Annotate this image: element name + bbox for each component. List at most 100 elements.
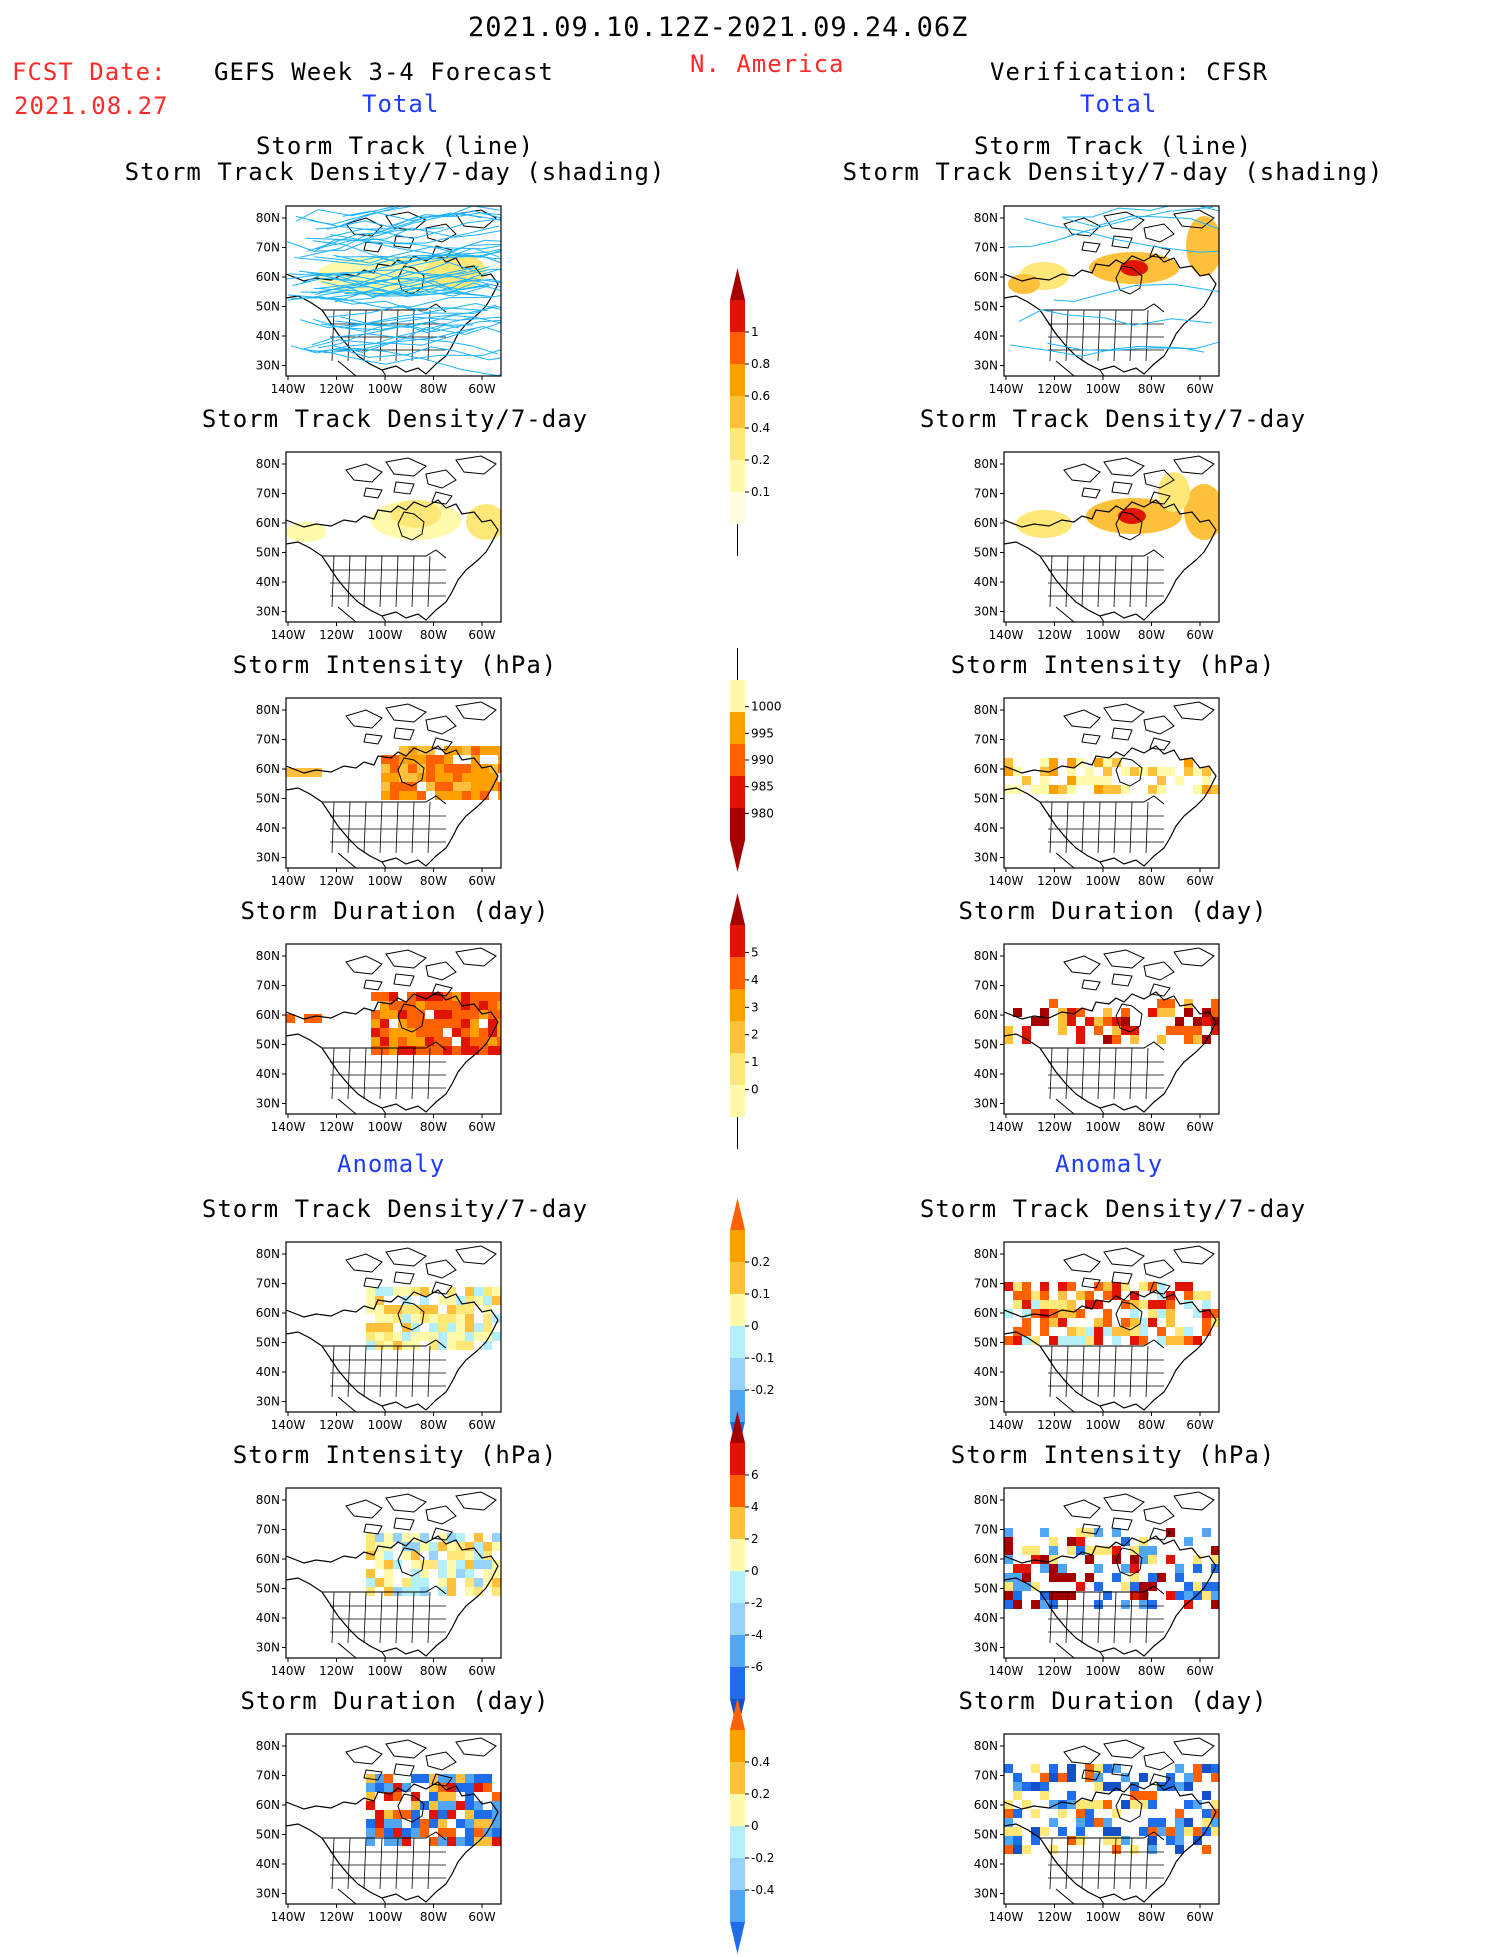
grid-cell: [434, 1046, 443, 1055]
grid-cell: [1184, 1291, 1193, 1300]
grid-cell: [1031, 785, 1040, 794]
grid-cell: [483, 1810, 492, 1819]
island-outline: [425, 1505, 457, 1525]
colorbar-label: 0.1: [751, 1287, 770, 1301]
lon-tick-label: 60W: [1186, 1910, 1213, 1924]
lat-tick-label: 50N: [256, 792, 280, 806]
grid-cell: [461, 1037, 470, 1046]
shading-area: [1120, 260, 1148, 276]
grid-cell: [1022, 776, 1031, 785]
grid-cell: [1175, 1564, 1184, 1573]
grid-cell: [1103, 758, 1112, 767]
grid-cell: [1085, 1300, 1094, 1309]
colorbar-segment: [730, 1475, 745, 1507]
grid-cell: [1013, 1836, 1022, 1845]
grid-cell: [399, 782, 408, 791]
grid-cell: [375, 1332, 384, 1341]
grid-cell: [429, 1305, 438, 1314]
grid-cell: [1103, 1827, 1112, 1836]
lon-tick-label: 100W: [1086, 1664, 1121, 1678]
grid-cell: [1148, 1318, 1157, 1327]
grid-cell: [1049, 767, 1058, 776]
coastline: [1004, 253, 1217, 375]
grid-cell: [1085, 776, 1094, 785]
grid-cell: [371, 992, 380, 1001]
island-outline: [1173, 1737, 1215, 1757]
grid-cell: [453, 764, 462, 773]
grid-cell: [1130, 1035, 1139, 1044]
grid-cell: [402, 1837, 411, 1846]
grid-cell: [443, 1037, 452, 1046]
grid-cell: [465, 1305, 474, 1314]
grid-cell: [1148, 1600, 1157, 1609]
grid-cell: [1040, 1017, 1049, 1026]
border: [1040, 1585, 1165, 1595]
lon-tick-label: 120W: [1037, 382, 1072, 396]
lat-tick-label: 80N: [256, 949, 280, 963]
fcst-date-value: 2021.08.27: [14, 92, 169, 120]
grid-cell: [399, 791, 408, 800]
storm-track-line: [343, 316, 501, 329]
grid-cell: [1040, 1300, 1049, 1309]
grid-cell: [465, 1837, 474, 1846]
grid-cell: [1103, 1818, 1112, 1827]
grid-cell: [408, 782, 417, 791]
hudson-bay: [1115, 1003, 1143, 1033]
grid-cell: [474, 1542, 483, 1551]
grid-cell: [434, 1037, 443, 1046]
island-outline: [431, 491, 453, 505]
grid-cell: [1013, 1791, 1022, 1800]
grid-cell: [447, 1323, 456, 1332]
grid-cell: [366, 1837, 375, 1846]
grid-cell: [470, 992, 479, 1001]
lon-tick-label: 60W: [468, 382, 495, 396]
lon-tick-label: 120W: [1037, 1120, 1072, 1134]
lon-tick-label: 100W: [368, 1418, 403, 1432]
colorbar-label: 0.2: [751, 1787, 770, 1801]
grid-cell: [1211, 1008, 1219, 1017]
island-outline: [431, 737, 453, 751]
grid-cell: [1004, 1600, 1013, 1609]
grid-cell: [375, 1314, 384, 1323]
grid-cell: [1103, 1327, 1112, 1336]
grid-cell: [438, 1533, 447, 1542]
grid-cell: [465, 1774, 474, 1783]
grid-cell: [1040, 1773, 1049, 1782]
lat-tick-label: 40N: [974, 329, 998, 343]
grid-cell: [465, 1542, 474, 1551]
colorbar-label: 0.4: [751, 1755, 770, 1769]
grid-cell: [402, 1305, 411, 1314]
grid-cell: [434, 1010, 443, 1019]
grid-cell: [1184, 1336, 1193, 1345]
grid-cell: [1166, 1827, 1175, 1836]
title-left-track-shading: Storm Track Density/7-day (shading): [124, 158, 666, 186]
storm-track-line: [1047, 341, 1219, 352]
lat-tick-label: 60N: [974, 1798, 998, 1812]
grid-cell: [1148, 1800, 1157, 1809]
island-outline: [1081, 241, 1101, 253]
grid-cell: [447, 1560, 456, 1569]
grid-cell: [416, 1010, 425, 1019]
grid-cell: [1139, 1582, 1148, 1591]
grid-cell: [407, 1046, 416, 1055]
grid-cell: [444, 755, 453, 764]
grid-cell: [429, 1341, 438, 1350]
grid-cell: [411, 1287, 420, 1296]
grid-cell: [1049, 999, 1058, 1008]
colorbar-segment: [730, 712, 745, 744]
grid-cell: [1040, 758, 1049, 767]
grid-cell: [1049, 1591, 1058, 1600]
lat-tick-label: 70N: [256, 1523, 280, 1537]
grid-cell: [1076, 1836, 1085, 1845]
map-frame: [1003, 943, 1220, 1115]
grid-cell: [1067, 1791, 1076, 1800]
island-outline: [425, 961, 457, 981]
island-outline: [1111, 727, 1133, 741]
grid-cell: [402, 1810, 411, 1819]
grid-cell: [1175, 1782, 1184, 1791]
grid-cell: [1022, 1318, 1031, 1327]
grid-cell: [471, 782, 480, 791]
grid-cell: [1031, 1555, 1040, 1564]
grid-cell: [435, 773, 444, 782]
grid-cell: [420, 1560, 429, 1569]
